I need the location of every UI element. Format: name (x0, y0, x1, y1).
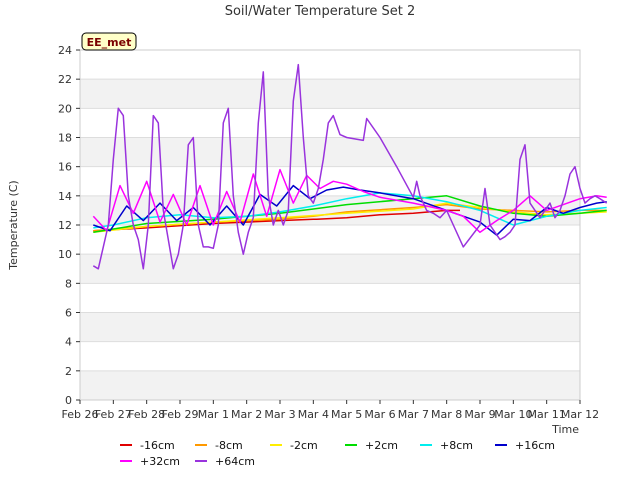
legend-item: -16cm (120, 439, 175, 452)
y-tick-label: 10 (58, 248, 72, 261)
grid-band (80, 225, 580, 255)
y-tick-label: 16 (58, 161, 72, 174)
x-tick-label: Mar 2 (231, 408, 262, 421)
y-tick-label: 20 (58, 102, 72, 115)
y-tick-label: 8 (65, 277, 72, 290)
legend: -16cm -8cm -2cm +2cm +8cm +16cm +32cm +64cm (120, 439, 555, 468)
legend-item: +64cm (195, 455, 255, 468)
grid-band (80, 79, 580, 109)
x-axis-label: Time (551, 423, 579, 436)
grid-band (80, 137, 580, 167)
x-tick-label: Mar 10 (494, 408, 532, 421)
plot-area (79, 49, 581, 401)
series-line-64cm (92, 63, 608, 270)
x-tick-label: Mar 12 (561, 408, 599, 421)
x-tick-label: Feb 28 (128, 408, 165, 421)
y-axis-label: Temperature (C) (7, 180, 20, 270)
x-tick-label: Mar 6 (364, 408, 395, 421)
grid-band (80, 108, 580, 138)
legend-label: +64cm (215, 455, 255, 468)
y-tick-label: 6 (65, 307, 72, 320)
legend-item: +32cm (120, 455, 180, 468)
y-tick-label: 22 (58, 73, 72, 86)
x-tick-label: Mar 8 (431, 408, 462, 421)
x-tick-label: Mar 7 (398, 408, 429, 421)
background-bands (80, 50, 580, 400)
y-tick-label: 2 (65, 365, 72, 378)
x-tick-label: Feb 29 (162, 408, 199, 421)
grid-band (80, 166, 580, 196)
legend-label: -2cm (290, 439, 318, 452)
legend-label: -8cm (215, 439, 243, 452)
grid-band (80, 283, 580, 313)
y-tick-label: 0 (65, 394, 72, 407)
legend-item: -8cm (195, 439, 243, 452)
legend-label: +8cm (440, 439, 473, 452)
legend-label: +16cm (515, 439, 555, 452)
series-line-16cm (93, 184, 607, 236)
badge-label: EE_met (87, 36, 132, 49)
legend-item: +2cm (345, 439, 398, 452)
x-tick-label: Feb 26 (62, 408, 99, 421)
x-tick-label: Mar 4 (298, 408, 329, 421)
y-tick-label: 18 (58, 132, 72, 145)
station-badge: EE_met (81, 32, 137, 51)
x-tick-label: Mar 9 (464, 408, 495, 421)
series-layer (92, 63, 608, 270)
grid-band (80, 50, 580, 80)
legend-label: +32cm (140, 455, 180, 468)
grid-band (80, 370, 580, 400)
chart-title: Soil/Water Temperature Set 2 (225, 4, 416, 19)
y-tick-label: 4 (65, 336, 72, 349)
x-tick-label: Mar 3 (264, 408, 295, 421)
series-line-32cm (92, 168, 607, 234)
legend-label: -16cm (140, 439, 175, 452)
x-tick-label: Mar 5 (331, 408, 362, 421)
legend-item: +8cm (420, 439, 473, 452)
grid-band (80, 312, 580, 342)
y-tick-label: 12 (58, 219, 72, 232)
series-line-16cm (93, 209, 460, 232)
y-tick-label: 24 (58, 44, 72, 57)
legend-item: -2cm (270, 439, 318, 452)
legend-label: +2cm (365, 439, 398, 452)
series-line-8cm (93, 192, 607, 229)
legend-item: +16cm (495, 439, 555, 452)
x-tick-label: Mar 11 (528, 408, 566, 421)
x-tick-label: Mar 1 (198, 408, 229, 421)
badge-box (81, 32, 137, 51)
x-tick-label: Feb 27 (95, 408, 132, 421)
y-tick-label: 14 (58, 190, 72, 203)
grid-band (80, 254, 580, 284)
grid-band (80, 341, 580, 371)
